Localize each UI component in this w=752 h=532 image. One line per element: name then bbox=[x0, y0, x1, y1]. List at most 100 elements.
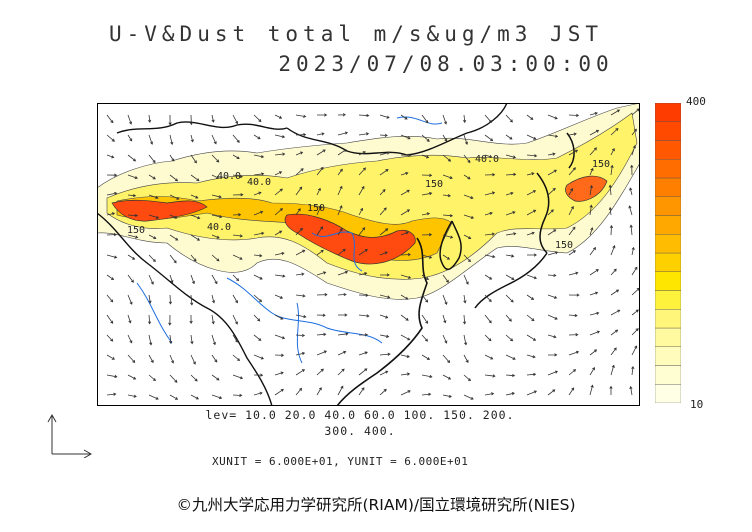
wind-arrow bbox=[463, 234, 472, 240]
wind-arrow bbox=[589, 367, 595, 376]
wind-arrow bbox=[484, 294, 492, 303]
wind-arrow bbox=[168, 114, 172, 126]
wind-arrow bbox=[463, 214, 475, 219]
wind-arrow bbox=[169, 234, 179, 241]
wind-arrow bbox=[274, 208, 283, 216]
wind-arrow bbox=[484, 334, 492, 342]
wind-arrow bbox=[316, 350, 328, 356]
wind-arrow bbox=[127, 213, 139, 218]
wind-arrow bbox=[106, 173, 118, 177]
wind-arrow bbox=[274, 114, 283, 119]
wind-arrow bbox=[253, 114, 262, 123]
wind-arrow bbox=[568, 188, 573, 196]
wind-arrow bbox=[631, 345, 638, 356]
wind-arrow bbox=[421, 334, 429, 342]
wind-arrow bbox=[505, 294, 514, 303]
wind-arrow bbox=[127, 154, 137, 162]
wind-arrow bbox=[610, 347, 617, 356]
wind-arrow bbox=[631, 328, 639, 336]
wind-arrow bbox=[211, 294, 216, 304]
contour-label: 150 bbox=[127, 225, 145, 236]
wind-arrow bbox=[379, 228, 389, 236]
wind-arrow bbox=[127, 274, 134, 283]
wind-arrow bbox=[253, 134, 261, 140]
wind-arrow bbox=[316, 313, 326, 317]
wind-arrow bbox=[442, 334, 448, 344]
wind-arrow bbox=[379, 207, 387, 216]
wind-arrow bbox=[505, 211, 516, 216]
wind-arrow bbox=[232, 393, 243, 397]
wind-arrow bbox=[127, 193, 137, 198]
wind-arrow bbox=[463, 134, 469, 145]
wind-arrow bbox=[127, 114, 133, 125]
wind-arrow bbox=[484, 232, 495, 236]
wind-arrow bbox=[484, 134, 494, 142]
wind-arrow bbox=[148, 294, 152, 304]
wind-arrow bbox=[189, 114, 193, 126]
wind-arrow bbox=[547, 314, 558, 320]
wind-arrow bbox=[190, 154, 197, 164]
wind-arrow bbox=[316, 132, 325, 136]
wind-arrow bbox=[106, 154, 115, 159]
wind-arrow bbox=[316, 368, 324, 376]
wind-arrow bbox=[568, 205, 574, 216]
wind-arrow bbox=[316, 205, 322, 216]
colorbar bbox=[655, 103, 681, 403]
wind-arrow bbox=[106, 212, 116, 216]
wind-arrow bbox=[106, 334, 114, 342]
wind-arrow bbox=[442, 114, 447, 125]
wind-arrow bbox=[547, 370, 559, 376]
wind-arrow bbox=[232, 374, 244, 380]
wind-arrow bbox=[316, 332, 327, 337]
colorbar-step bbox=[655, 121, 681, 141]
wind-arrow bbox=[484, 374, 496, 378]
wind-arrow bbox=[337, 185, 343, 196]
wind-arrow bbox=[358, 314, 370, 318]
wind-arrow bbox=[169, 254, 177, 264]
wind-arrow bbox=[400, 334, 411, 341]
wind-arrow bbox=[148, 354, 154, 364]
wind-arrow bbox=[358, 132, 370, 136]
wind-arrow bbox=[463, 274, 469, 285]
wind-arrow bbox=[568, 113, 580, 117]
wind-arrow bbox=[106, 191, 118, 196]
wind-arrow bbox=[631, 365, 635, 376]
wind-arrow bbox=[442, 214, 454, 218]
contour-label: 150 bbox=[592, 159, 610, 170]
wind-arrow bbox=[337, 270, 349, 276]
wind-arrow bbox=[589, 129, 600, 136]
wind-arrow bbox=[169, 354, 175, 364]
wind-arrow bbox=[169, 174, 179, 182]
wind-arrow bbox=[148, 254, 156, 263]
wind-arrow bbox=[106, 354, 115, 360]
wind-arrow bbox=[169, 154, 175, 162]
wind-arrow bbox=[379, 388, 387, 396]
wind-arrow bbox=[253, 191, 262, 196]
wind-arrow bbox=[168, 314, 172, 326]
wind-arrow bbox=[211, 314, 215, 325]
wind-arrow bbox=[421, 154, 430, 159]
wind-arrow bbox=[379, 169, 389, 176]
wind-arrow bbox=[106, 374, 118, 379]
wind-arrow bbox=[463, 254, 471, 263]
wind-arrow bbox=[526, 114, 534, 120]
wind-arrow bbox=[547, 251, 559, 256]
wind-arrow bbox=[505, 172, 517, 177]
wind-arrow bbox=[568, 167, 576, 176]
wind-arrow bbox=[610, 289, 620, 296]
colorbar-step bbox=[655, 309, 681, 329]
wind-arrow bbox=[505, 373, 516, 378]
wind-arrow bbox=[610, 148, 615, 156]
wind-arrow bbox=[400, 134, 411, 140]
wind-arrow bbox=[589, 349, 598, 356]
wind-arrow bbox=[106, 254, 118, 259]
wind-arrow bbox=[526, 209, 537, 216]
wind-arrow bbox=[232, 234, 243, 238]
wind-arrow bbox=[379, 370, 389, 376]
wind-arrow bbox=[442, 254, 451, 260]
colorbar-step bbox=[655, 196, 681, 216]
wind-arrow bbox=[547, 334, 557, 339]
wind-arrow bbox=[127, 314, 132, 324]
wind-arrow bbox=[379, 273, 390, 277]
wind-arrow bbox=[295, 314, 307, 319]
